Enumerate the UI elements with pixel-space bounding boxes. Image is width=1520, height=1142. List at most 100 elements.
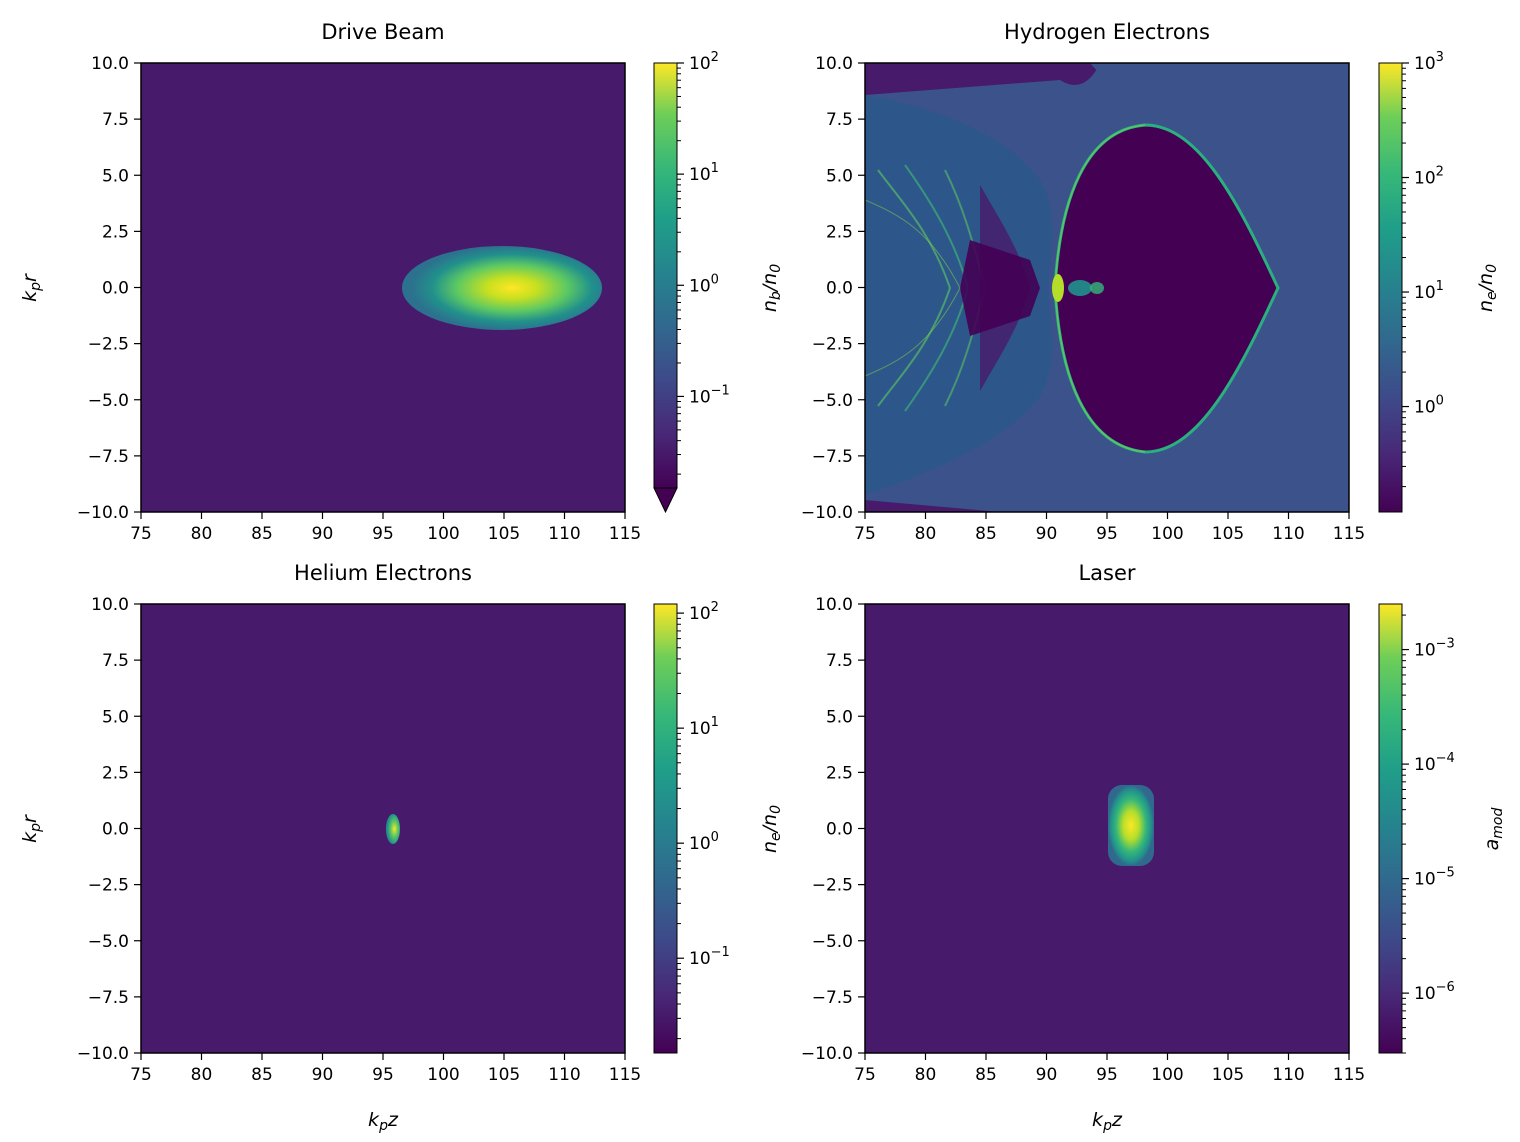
- colorbar-tick-label: 101: [689, 161, 719, 185]
- y-tick-label: 0.0: [102, 820, 129, 840]
- colorbar-tick-label: 10−5: [1414, 866, 1455, 890]
- x-tick-label: 115: [1333, 524, 1365, 544]
- x-tick-label: 105: [488, 524, 520, 544]
- y-tick-label: 2.5: [102, 763, 129, 783]
- colorbar-ticks: 10−1 100 101 102: [677, 50, 730, 475]
- x-tick-label: 110: [548, 1065, 580, 1085]
- y-tick-label: −5.0: [812, 932, 853, 952]
- x-tick-label: 110: [548, 524, 580, 544]
- y-tick-label: −7.5: [812, 447, 853, 467]
- y-tick-label: 7.5: [826, 110, 853, 130]
- y-tick-label: −2.5: [812, 335, 853, 355]
- helium-electron-spot: [386, 814, 400, 844]
- colorbar-tick-label: 101: [1414, 279, 1444, 303]
- colorbar-tick-label: 100: [1414, 394, 1444, 418]
- x-tick-label: 95: [1096, 1065, 1118, 1085]
- x-tick-label: 90: [1036, 1065, 1058, 1085]
- colorbar-tick-label: 10−1: [689, 945, 730, 969]
- colorbar-label: amod: [1481, 808, 1506, 851]
- x-tick-label: 80: [915, 524, 937, 544]
- wake-structure: [865, 63, 1349, 512]
- x-tick-label: 110: [1272, 1065, 1304, 1085]
- x-tick-label: 115: [609, 1065, 641, 1085]
- colorbar-label: ne/n0: [759, 805, 784, 853]
- colorbar-label: ne/n0: [1475, 264, 1500, 312]
- y-tick-label: −5.0: [812, 391, 853, 411]
- x-axis: 75 80 85 90 95 100 105 110 115: [854, 1053, 1365, 1085]
- x-tick-label: 75: [130, 1065, 152, 1085]
- y-tick-label: 5.0: [102, 166, 129, 186]
- y-axis: 10.0 7.5 5.0 2.5 0.0 −2.5 −5.0 −7.5 −10.0: [801, 595, 865, 1064]
- y-axis: 10.0 7.5 5.0 2.5 0.0 −2.5 −5.0 −7.5 −10.0: [77, 595, 141, 1064]
- colorbar: [1378, 603, 1403, 1054]
- panel-helium-electrons: Helium Electrons 75 80 85 90 95 100 105 110 115 …: [19, 561, 784, 1134]
- colorbar-tick-label: 103: [1414, 50, 1444, 74]
- heatmap-background: [141, 604, 625, 1053]
- colorbar: [1378, 62, 1403, 513]
- y-tick-label: −7.5: [88, 447, 129, 467]
- y-axis: 10.0 7.5 5.0 2.5 0.0 −2.5 −5.0 −7.5 −10.0: [77, 54, 141, 523]
- colorbar-tick-label: 10−3: [1414, 637, 1455, 661]
- y-tick-label: −10.0: [77, 503, 129, 523]
- y-tick-label: −10.0: [77, 1044, 129, 1064]
- panel-title: Helium Electrons: [294, 561, 472, 585]
- panel-title: Drive Beam: [321, 20, 444, 44]
- colorbar-tick-label: 102: [1414, 165, 1444, 189]
- x-tick-label: 105: [1212, 524, 1244, 544]
- y-tick-label: 0.0: [826, 820, 853, 840]
- y-tick-label: −10.0: [801, 503, 853, 523]
- x-axis: 75 80 85 90 95 100 105 110 115: [854, 512, 1365, 544]
- y-tick-label: 7.5: [102, 651, 129, 671]
- colorbar-tick-label: 102: [689, 600, 719, 624]
- colorbar-tick-label: 102: [689, 50, 719, 74]
- x-tick-label: 85: [975, 524, 997, 544]
- y-tick-label: 10.0: [815, 595, 853, 615]
- x-tick-label: 90: [312, 1065, 334, 1085]
- y-tick-label: −7.5: [88, 988, 129, 1008]
- x-tick-label: 105: [1212, 1065, 1244, 1085]
- x-tick-label: 95: [372, 524, 394, 544]
- y-tick-label: −7.5: [812, 988, 853, 1008]
- x-tick-label: 95: [1096, 524, 1118, 544]
- colorbar-ticks: 10−6 10−5 10−4 10−3: [1402, 614, 1455, 1054]
- y-axis-label: kpr: [19, 273, 44, 302]
- x-tick-label: 80: [191, 1065, 213, 1085]
- y-tick-label: 5.0: [102, 707, 129, 727]
- y-axis: 10.0 7.5 5.0 2.5 0.0 −2.5 −5.0 −7.5 −10.0: [801, 54, 865, 523]
- y-tick-label: 7.5: [102, 110, 129, 130]
- panel-hydrogen-electrons: Hydrogen Electrons 75 80 85 90 95 100 105 110 11…: [801, 20, 1500, 544]
- panel-laser: Laser 75 80 85 90 95 100 105 110 115 10.0 7.5 5.0 2…: [801, 561, 1506, 1134]
- y-tick-label: −2.5: [88, 876, 129, 896]
- x-tick-label: 105: [488, 1065, 520, 1085]
- x-axis: 75 80 85 90 95 100 105 110 115: [130, 1053, 641, 1085]
- y-tick-label: 0.0: [102, 279, 129, 299]
- y-tick-label: 10.0: [91, 54, 129, 74]
- colorbar-ticks: 100 101 102 103: [1402, 50, 1444, 488]
- y-axis-label: kpr: [19, 814, 44, 843]
- colorbar-tick-label: 10−4: [1414, 751, 1455, 775]
- x-tick-label: 90: [312, 524, 334, 544]
- x-tick-label: 100: [1151, 1065, 1183, 1085]
- y-tick-label: −5.0: [88, 391, 129, 411]
- x-tick-label: 90: [1036, 524, 1058, 544]
- colorbar-tick-label: 100: [689, 272, 719, 296]
- panel-title: Hydrogen Electrons: [1004, 20, 1210, 44]
- x-tick-label: 75: [854, 1065, 876, 1085]
- x-axis: 75 80 85 90 95 100 105 110 115: [130, 512, 641, 544]
- colorbar-ticks: 10−1 100 101 102: [677, 600, 730, 1040]
- colorbar-tick-label: 100: [689, 830, 719, 854]
- x-tick-label: 100: [427, 524, 459, 544]
- y-tick-label: 7.5: [826, 651, 853, 671]
- y-tick-label: −5.0: [88, 932, 129, 952]
- y-tick-label: 5.0: [826, 166, 853, 186]
- laser-pulse: [1108, 785, 1154, 866]
- y-tick-label: 10.0: [815, 54, 853, 74]
- colorbar: [653, 603, 678, 1054]
- colorbar-label: nb/n0: [759, 264, 784, 312]
- x-tick-label: 80: [191, 524, 213, 544]
- y-tick-label: −2.5: [812, 876, 853, 896]
- x-tick-label: 95: [372, 1065, 394, 1085]
- y-tick-label: 10.0: [91, 595, 129, 615]
- x-tick-label: 75: [854, 524, 876, 544]
